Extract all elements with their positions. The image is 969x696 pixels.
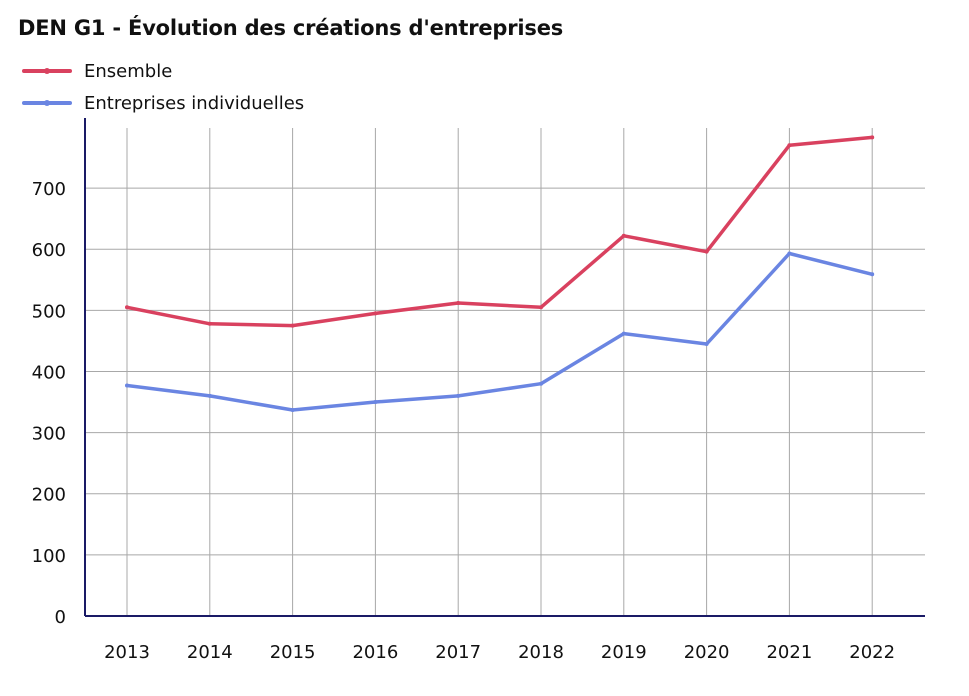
legend-label-entreprises-individuelles: Entreprises individuelles: [84, 92, 305, 114]
data-point-ensemble-2022: [870, 135, 875, 140]
data-point-entreprises-individuelles-2018: [539, 381, 543, 386]
x-tick-label-2013: 2013: [104, 642, 150, 663]
y-tick-label-100: 100: [32, 546, 66, 567]
data-point-entreprises-individuelles-2013: [125, 383, 129, 388]
data-point-ensemble-2018: [539, 305, 543, 310]
data-point-ensemble-2015: [290, 323, 295, 328]
data-point-entreprises-individuelles-2022: [870, 272, 875, 277]
data-point-entreprises-individuelles-2020: [704, 341, 709, 346]
chart-title: DEN G1 - Évolution des créations d'entre…: [18, 16, 564, 40]
y-tick-label-200: 200: [32, 485, 66, 506]
y-tick-label-500: 500: [32, 301, 66, 322]
data-point-entreprises-individuelles-2016: [373, 400, 378, 405]
x-tick-label-2022: 2022: [849, 642, 895, 663]
data-point-entreprises-individuelles-2014: [207, 393, 212, 398]
x-tick-label-2014: 2014: [187, 642, 233, 663]
y-tick-label-600: 600: [32, 240, 66, 261]
legend: Ensemble Entreprises individuelles: [22, 55, 304, 119]
data-point-ensemble-2020: [704, 249, 709, 254]
y-tick-label-700: 700: [32, 179, 66, 200]
legend-item-ensemble[interactable]: Ensemble: [22, 55, 304, 87]
x-tick-label-2019: 2019: [601, 642, 647, 663]
legend-item-entreprises-individuelles[interactable]: Entreprises individuelles: [22, 87, 304, 119]
data-point-ensemble-2014: [207, 321, 212, 326]
data-point-ensemble-2016: [373, 311, 378, 316]
legend-swatch-entreprises-individuelles: [22, 100, 72, 106]
x-tick-label-2016: 2016: [352, 642, 398, 663]
data-point-ensemble-2017: [456, 301, 461, 306]
y-tick-label-0: 0: [55, 607, 66, 628]
x-tick-label-2018: 2018: [518, 642, 564, 663]
data-point-entreprises-individuelles-2017: [456, 393, 461, 398]
x-tick-label-2020: 2020: [684, 642, 730, 663]
y-tick-label-400: 400: [32, 362, 66, 383]
data-point-ensemble-2013: [125, 305, 129, 310]
y-tick-label-300: 300: [32, 424, 66, 445]
data-point-entreprises-individuelles-2019: [621, 331, 626, 336]
x-tick-label-2021: 2021: [766, 642, 812, 663]
series-line-ensemble: [125, 135, 874, 328]
data-point-entreprises-individuelles-2015: [290, 407, 295, 412]
data-point-ensemble-2019: [621, 233, 626, 238]
series-line-entreprises-individuelles: [125, 251, 874, 412]
x-tick-label-2015: 2015: [270, 642, 316, 663]
legend-swatch-ensemble: [22, 68, 72, 74]
x-tick-label-2017: 2017: [435, 642, 481, 663]
data-point-ensemble-2021: [787, 143, 792, 148]
data-point-entreprises-individuelles-2021: [787, 251, 792, 256]
legend-label-ensemble: Ensemble: [84, 60, 173, 82]
